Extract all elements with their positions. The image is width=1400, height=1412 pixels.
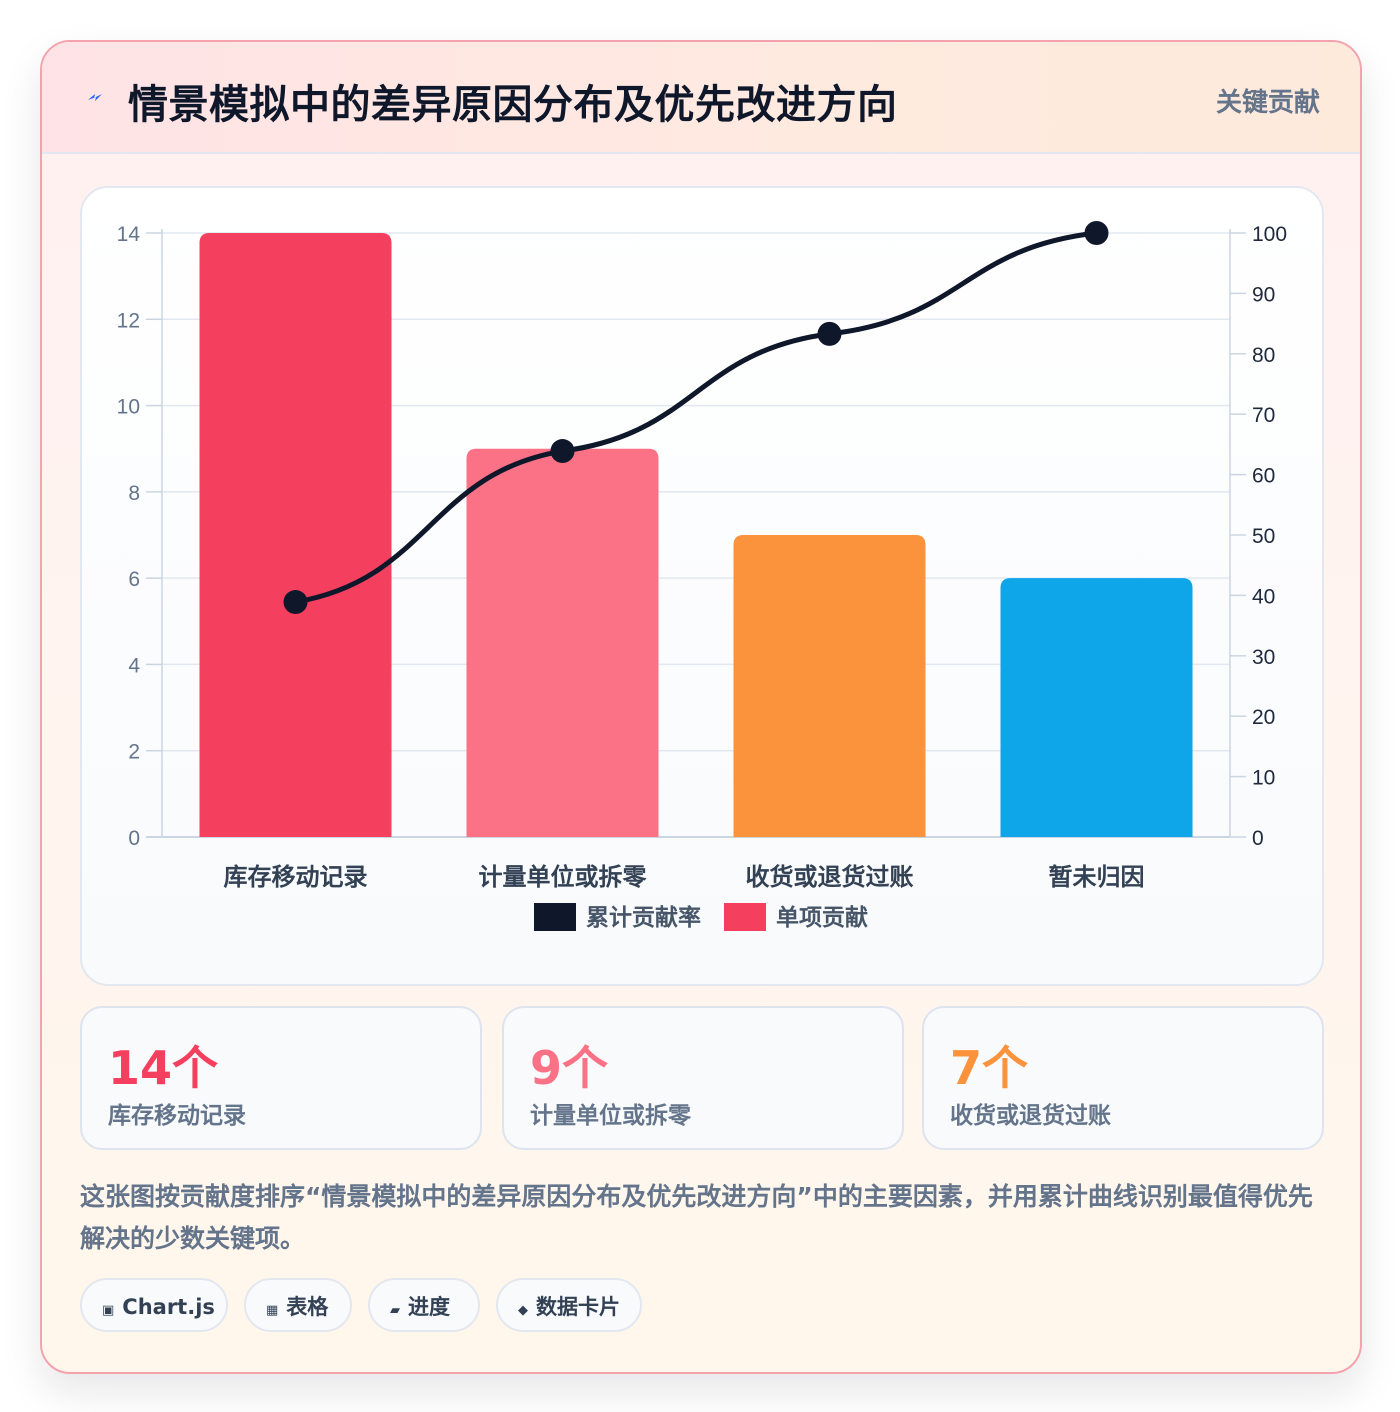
y-right-tick-label: 30	[1252, 646, 1275, 669]
cumulative-point	[1084, 221, 1109, 245]
cumulative-point	[283, 590, 308, 615]
chart-panel: 0 2 4 6 8 10 12 14 0 10 20 30 40 50 60 70 80 90 100 库存移动记录 计…	[80, 186, 1324, 986]
tag-label: 数据卡片	[536, 1295, 620, 1319]
y-right-tick-label: 10	[1252, 767, 1275, 790]
tag-label: Chart.js	[122, 1295, 215, 1319]
tag-table[interactable]: ▦ 表格	[244, 1278, 352, 1332]
cumulative-point	[550, 439, 575, 464]
tag-label: 表格	[286, 1295, 329, 1319]
pareto-chart: 0 2 4 6 8 10 12 14 0 10 20 30 40 50 60 70 80 90 100 库存移动记录 计…	[117, 221, 1287, 931]
cumulative-point	[817, 321, 842, 346]
y-right-tick-label: 40	[1252, 585, 1275, 608]
y-left-tick-label: 4	[128, 654, 140, 677]
y-left-tick-label: 0	[128, 827, 140, 850]
chart-description: 这张图按贡献度排序“情景模拟中的差异原因分布及优先改进方向”中的主要因素，并用累…	[80, 1182, 1313, 1253]
stat-card-1: 14个 库存移动记录	[80, 1006, 482, 1150]
card-header: 情景模拟中的差异原因分布及优先改进方向 关键贡献	[42, 42, 1360, 154]
bar	[199, 233, 392, 837]
y-right-tick-label: 0	[1252, 827, 1264, 850]
legend-label: 累计贡献率	[586, 904, 701, 931]
stat-card-3: 7个 收货或退货过账	[922, 1006, 1324, 1150]
tag-chartjs[interactable]: ▣ Chart.js	[80, 1278, 228, 1332]
stat-value: 14个	[108, 1041, 219, 1095]
y-right-tick-label: 20	[1252, 706, 1275, 729]
y-left-tick-label: 2	[128, 741, 140, 764]
y-left-tick-label: 12	[117, 309, 140, 332]
y-left-tick-label: 8	[128, 482, 140, 505]
y-right-tick-label: 100	[1252, 223, 1287, 246]
y-right-tick-label: 60	[1252, 465, 1275, 488]
tag-progress[interactable]: ▰ 进度	[368, 1278, 480, 1332]
progress-icon: ▰	[390, 1303, 400, 1318]
report-card: 情景模拟中的差异原因分布及优先改进方向 关键贡献 0 2 4 6 8 10 12 14 0 10 2…	[40, 40, 1362, 1374]
tag-label: 进度	[408, 1295, 450, 1319]
bar	[1000, 578, 1193, 837]
stat-value: 7个	[950, 1041, 1029, 1095]
stat-label: 计量单位或拆零	[530, 1103, 691, 1129]
stat-card-2: 9个 计量单位或拆零	[502, 1006, 904, 1150]
stat-value: 9个	[530, 1041, 609, 1095]
cumulative-line	[293, 230, 1099, 605]
legend-swatch	[534, 903, 576, 931]
table-icon: ▦	[266, 1303, 279, 1318]
chart-icon: ▣	[102, 1303, 115, 1318]
x-tick-label: 计量单位或拆零	[479, 863, 648, 891]
page-title: 情景模拟中的差异原因分布及优先改进方向	[128, 82, 898, 128]
x-tick-label: 库存移动记录	[224, 863, 368, 891]
tag-data-cards[interactable]: ◆ 数据卡片	[496, 1278, 642, 1332]
x-tick-label: 收货或退货过账	[746, 863, 914, 891]
y-left-tick-label: 14	[117, 223, 141, 246]
y-left-tick-label: 10	[117, 396, 140, 419]
y-right-tick-label: 80	[1252, 344, 1275, 367]
bar	[733, 535, 926, 837]
stat-label: 收货或退货过账	[950, 1103, 1111, 1129]
stat-label: 库存移动记录	[108, 1103, 246, 1129]
diamond-icon: ◆	[518, 1303, 528, 1318]
bolt-icon	[88, 94, 102, 101]
header-badge: 关键贡献	[1215, 88, 1320, 118]
legend-swatch	[724, 903, 766, 931]
bar	[466, 448, 659, 837]
y-right-tick-label: 50	[1252, 525, 1275, 548]
legend-label: 单项贡献	[776, 905, 868, 931]
y-right-tick-label: 70	[1252, 404, 1275, 427]
x-tick-label: 暂未归因	[1049, 863, 1145, 891]
y-right-tick-label: 90	[1252, 283, 1275, 306]
y-left-tick-label: 6	[128, 568, 140, 591]
